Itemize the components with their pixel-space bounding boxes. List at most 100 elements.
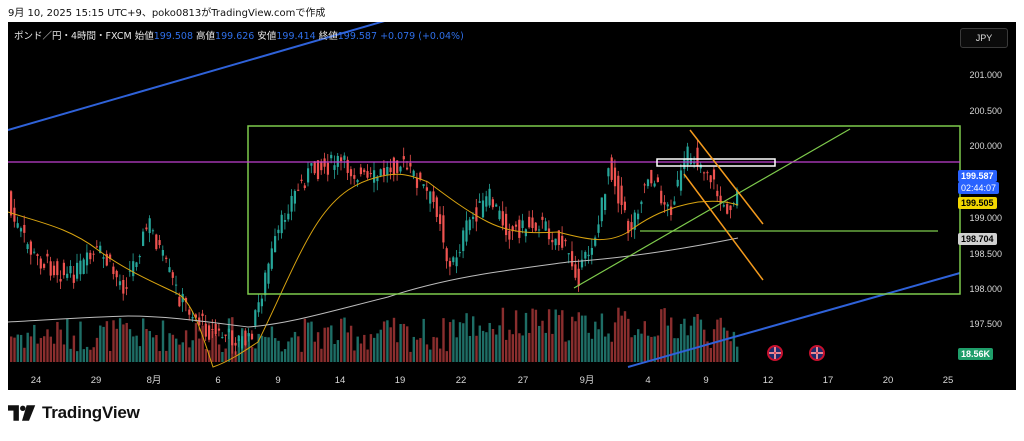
tradingview-logo-icon xyxy=(8,405,36,421)
candle-body xyxy=(689,158,692,165)
candle-body xyxy=(594,237,597,246)
candle-body xyxy=(716,190,719,197)
candle-body xyxy=(191,316,194,319)
volume-bar xyxy=(439,348,442,362)
time-tick-label: 12 xyxy=(763,375,774,386)
candle-body xyxy=(313,161,316,174)
volume-bar xyxy=(495,334,498,362)
candle-body xyxy=(316,160,320,180)
candle-body xyxy=(597,224,600,233)
candle-body xyxy=(66,273,69,278)
volume-bar xyxy=(577,312,580,362)
candle-body xyxy=(495,204,498,207)
candle-body xyxy=(514,224,518,227)
price-tick-label: 199.000 xyxy=(969,213,1002,223)
volume-bar xyxy=(604,336,607,362)
candle-body xyxy=(577,268,580,287)
volume-bar xyxy=(653,336,656,362)
time-tick-label: 14 xyxy=(335,375,346,386)
volume-bar xyxy=(366,349,369,362)
volume-bar xyxy=(109,350,112,362)
candle-body xyxy=(33,251,36,253)
volume-bar xyxy=(673,338,676,362)
candle-body xyxy=(194,314,197,318)
candle-body xyxy=(227,328,230,333)
volume-bar xyxy=(709,347,712,362)
time-tick-label: 6 xyxy=(215,375,220,386)
candle-body xyxy=(402,156,405,160)
volume-bar xyxy=(580,315,584,362)
candle-body xyxy=(448,260,452,267)
volume-bar xyxy=(382,321,386,362)
volume-bar xyxy=(56,321,59,362)
candle-body xyxy=(475,207,478,222)
candle-body xyxy=(118,281,122,286)
price-tick-label: 201.000 xyxy=(969,70,1002,80)
candle-body xyxy=(419,172,422,180)
candle-body xyxy=(425,187,428,191)
volume-bar xyxy=(138,346,142,362)
candlesticks xyxy=(10,139,739,355)
candle-body xyxy=(511,226,514,232)
candle-body xyxy=(415,177,419,188)
candle-body xyxy=(501,211,504,226)
price-tick-label: 200.000 xyxy=(969,141,1002,151)
volume-bar xyxy=(686,335,689,362)
candle-body xyxy=(175,284,178,286)
chart-area[interactable]: 201.000 200.500 200.000 199.000 198.500 198.0… xyxy=(8,22,1016,390)
currency-button[interactable]: JPY xyxy=(960,28,1008,48)
volume-bar xyxy=(511,334,514,362)
volume-bar xyxy=(82,349,85,362)
candle-body xyxy=(439,214,442,225)
volume-bar xyxy=(283,349,287,362)
symbol-name[interactable]: ポンド／円・4時間・FXCM xyxy=(14,31,132,42)
volume-bar xyxy=(148,331,151,362)
price-chart[interactable]: 201.000 200.500 200.000 199.000 198.500 198.0… xyxy=(8,22,1016,390)
volume-bar xyxy=(373,337,376,362)
candle-body xyxy=(409,162,412,167)
candle-body xyxy=(505,213,508,236)
current-price-tag: 199.587 xyxy=(958,170,997,182)
candle-body xyxy=(379,169,382,176)
candle-body xyxy=(541,216,544,220)
volume-bar xyxy=(33,324,36,362)
volume-bar xyxy=(663,308,666,362)
candle-body xyxy=(109,254,112,260)
volume-bar xyxy=(617,307,620,362)
candle-body xyxy=(488,188,491,206)
volume-bar xyxy=(557,315,561,362)
candle-body xyxy=(208,325,211,340)
candle-body xyxy=(62,262,65,276)
volume-bar xyxy=(105,321,109,362)
volume-bar xyxy=(89,349,92,362)
volume-bar xyxy=(594,321,597,362)
candle-body xyxy=(422,184,425,187)
volume-bar xyxy=(389,327,392,362)
volume-bar xyxy=(409,351,412,362)
volume-bar xyxy=(191,340,194,362)
candle-body xyxy=(633,212,636,230)
candle-body xyxy=(524,229,527,237)
candle-body xyxy=(703,172,706,174)
candle-body xyxy=(115,270,118,278)
candle-body xyxy=(683,159,686,170)
volume-bar xyxy=(458,322,462,362)
candle-body xyxy=(171,272,174,278)
ma-fast-line xyxy=(8,173,739,368)
uk-flag-icon[interactable] xyxy=(809,345,825,361)
volume-bar xyxy=(178,344,181,362)
tradingview-brand[interactable]: TradingView xyxy=(8,403,140,423)
candle-body xyxy=(359,167,362,175)
candle-body xyxy=(389,167,392,173)
uk-flag-icon[interactable] xyxy=(767,345,783,361)
volume-bar xyxy=(158,351,161,362)
candle-body xyxy=(52,265,56,276)
candle-body xyxy=(386,166,389,176)
candle-body xyxy=(343,155,346,160)
candle-body xyxy=(211,329,214,331)
volume-bar xyxy=(267,337,270,362)
volume-bar xyxy=(320,348,323,362)
candle-body xyxy=(564,239,567,242)
candle-body xyxy=(234,342,237,346)
candle-body xyxy=(442,215,445,243)
